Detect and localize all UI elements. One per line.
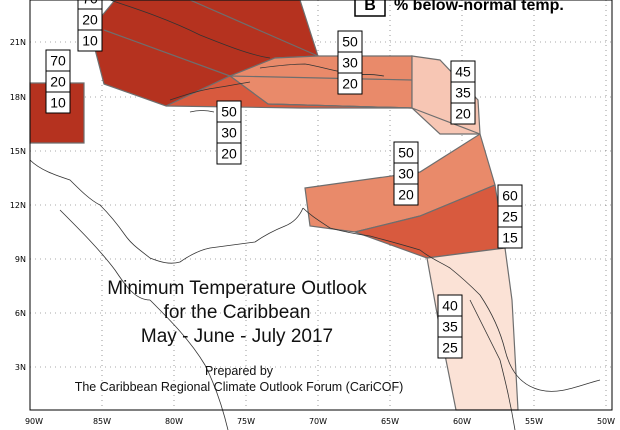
region-boundaries: [103, 0, 481, 135]
title-line-1: Minimum Temperature Outlook: [107, 278, 367, 299]
prob-box-leeward-islands: 45 35 20: [450, 60, 476, 125]
prob-box-bahamas-cuba: 70 20 10: [77, 0, 103, 52]
prob-cell: [393, 183, 419, 206]
near-normal-prob: 20: [50, 74, 66, 90]
below-normal-prob: 25: [442, 340, 458, 356]
latitude-label: 3N: [15, 363, 26, 372]
below-normal-prob: 20: [455, 106, 471, 122]
longitude-label: 65W: [381, 417, 399, 426]
near-normal-prob: 25: [502, 209, 518, 225]
prob-cell: [437, 336, 463, 359]
probability-labels: 70 20 10 70 20 10 50 30 20 50 30 20 45 35 20 50 30 20 60 25…: [45, 0, 523, 359]
latitude-label: 18N: [10, 93, 26, 102]
prob-box-belize: 70 20 10: [45, 49, 71, 114]
coastlines: [29, 0, 601, 430]
legend: B % below-normal temp.: [354, 0, 564, 17]
longitude-label: 55W: [525, 417, 543, 426]
latitude-label: 15N: [10, 147, 26, 156]
above-normal-prob: 50: [398, 145, 414, 161]
latitude-label: 12N: [10, 201, 26, 210]
map-frame: [29, 0, 613, 411]
longitude-label: 85W: [93, 417, 111, 426]
below-normal-prob: 10: [50, 95, 66, 111]
prob-cell: [77, 29, 103, 52]
prob-box-windward-abc-islands: 50 30 20: [393, 141, 419, 206]
credit: Prepared by The Caribbean Regional Clima…: [75, 364, 404, 394]
prob-box-greater-antilles: 50 30 20: [337, 30, 363, 95]
near-normal-prob: 20: [82, 12, 98, 28]
longitude-labels: 90W 85W 80W 75W 70W 65W 60W 55W 50W: [25, 417, 615, 426]
below-normal-prob: 20: [342, 76, 358, 92]
latitude-label: 9N: [15, 255, 26, 264]
prob-box-guianas: 40 35 25: [437, 294, 463, 359]
near-normal-prob: 35: [455, 85, 471, 101]
below-normal-prob: 20: [398, 187, 414, 203]
longitude-label: 60W: [453, 417, 471, 426]
prob-box-jamaica-caribbean-sea: 50 30 20: [216, 100, 242, 165]
below-normal-prob: 10: [82, 33, 98, 49]
title-line-3: May - June - July 2017: [141, 326, 333, 347]
near-normal-prob: 30: [342, 55, 358, 71]
above-normal-prob: 45: [455, 64, 471, 80]
prob-cell: [450, 102, 476, 125]
near-normal-prob: 30: [221, 125, 237, 141]
latitude-label: 21N: [10, 38, 26, 47]
map-title: Minimum Temperature Outlook for the Cari…: [107, 278, 367, 347]
longitude-label: 70W: [309, 417, 327, 426]
prob-cell: [216, 142, 242, 165]
above-normal-prob: 70: [50, 53, 66, 69]
prob-box-trinidad-tobago: 60 25 15: [497, 184, 523, 249]
latitude-labels: 21N 18N 15N 12N 9N 6N 3N: [10, 38, 26, 372]
legend-text: % below-normal temp.: [394, 0, 564, 14]
prob-cell: [45, 91, 71, 114]
above-normal-prob: 60: [502, 188, 518, 204]
longitude-label: 75W: [237, 417, 255, 426]
legend-letter: B: [364, 0, 376, 14]
credit-line-1: Prepared by: [205, 364, 274, 378]
below-normal-prob: 20: [221, 146, 237, 162]
above-normal-prob: 70: [82, 0, 98, 7]
longitude-label: 90W: [25, 417, 43, 426]
longitude-label: 50W: [597, 417, 615, 426]
near-normal-prob: 30: [398, 166, 414, 182]
above-normal-prob: 40: [442, 298, 458, 314]
title-line-2: for the Caribbean: [164, 302, 311, 323]
latitude-label: 6N: [15, 309, 26, 318]
legend-box: [354, 0, 386, 17]
above-normal-prob: 50: [221, 104, 237, 120]
above-normal-prob: 50: [342, 34, 358, 50]
near-normal-prob: 35: [442, 319, 458, 335]
longitude-label: 80W: [165, 417, 183, 426]
below-normal-prob: 15: [502, 230, 518, 246]
prob-cell: [497, 226, 523, 249]
credit-line-2: The Caribbean Regional Climate Outlook F…: [75, 380, 404, 394]
prob-cell: [337, 72, 363, 95]
